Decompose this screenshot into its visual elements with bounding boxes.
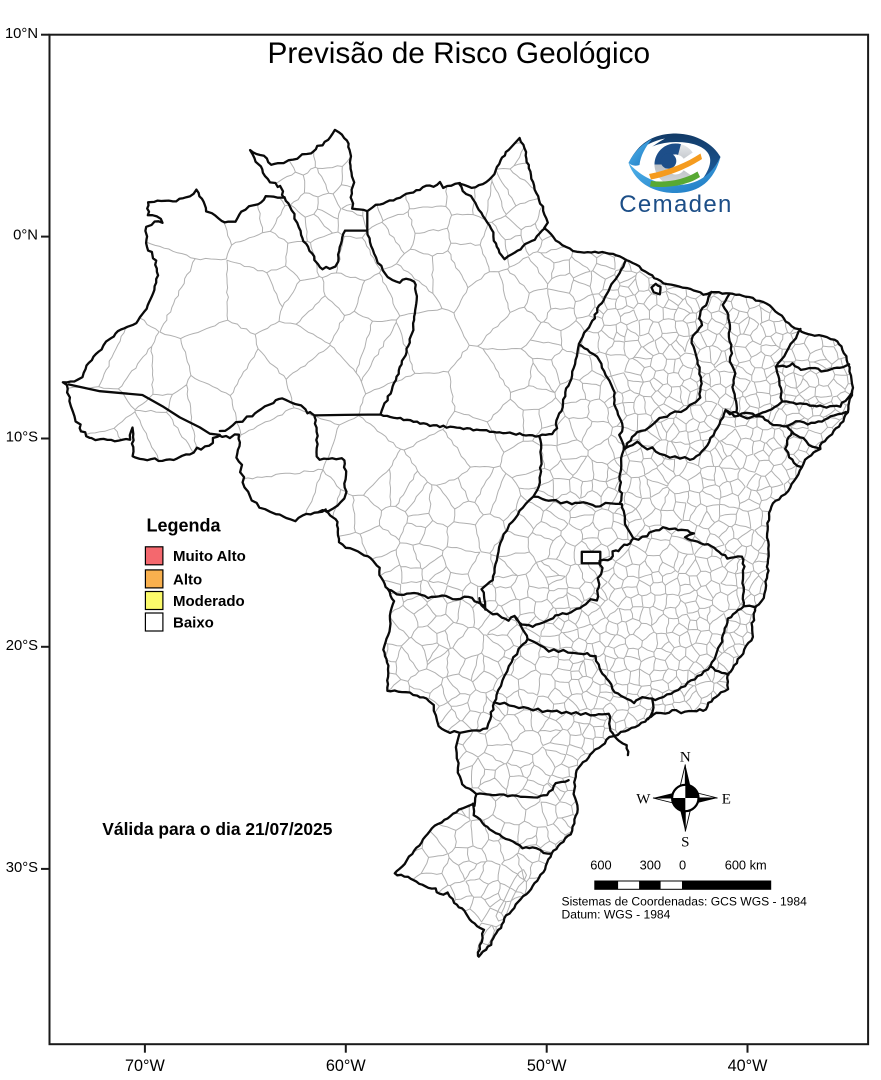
svg-text:Legenda: Legenda xyxy=(147,515,222,535)
svg-text:S: S xyxy=(681,835,689,851)
svg-text:Sistemas de Coordenadas: GCS W: Sistemas de Coordenadas: GCS WGS - 1984 xyxy=(562,895,808,909)
svg-text:0°N: 0°N xyxy=(13,228,38,244)
svg-text:600 km: 600 km xyxy=(725,858,767,873)
svg-text:Muito Alto: Muito Alto xyxy=(173,548,246,565)
svg-text:300: 300 xyxy=(640,858,661,873)
svg-text:Previsão de Risco Geológico: Previsão de Risco Geológico xyxy=(268,37,651,70)
svg-text:0: 0 xyxy=(679,858,686,873)
svg-text:30°S: 30°S xyxy=(6,860,38,876)
svg-text:Válida para o dia 21/07/2025: Válida para o dia 21/07/2025 xyxy=(102,819,332,839)
svg-text:10°N: 10°N xyxy=(5,26,38,42)
svg-text:Cemaden: Cemaden xyxy=(619,191,733,218)
svg-text:Baixo: Baixo xyxy=(173,614,214,631)
svg-text:40°W: 40°W xyxy=(728,1057,768,1075)
svg-text:70°W: 70°W xyxy=(125,1057,165,1075)
svg-text:Datum: WGS - 1984: Datum: WGS - 1984 xyxy=(562,908,671,922)
svg-text:20°S: 20°S xyxy=(6,638,38,654)
svg-text:E: E xyxy=(722,792,731,808)
svg-text:10°S: 10°S xyxy=(6,430,38,446)
svg-text:W: W xyxy=(636,792,651,808)
svg-text:50°W: 50°W xyxy=(527,1057,567,1075)
svg-text:N: N xyxy=(680,750,691,766)
svg-text:Alto: Alto xyxy=(173,571,202,588)
svg-text:Moderado: Moderado xyxy=(173,593,245,610)
svg-text:60°W: 60°W xyxy=(326,1057,366,1075)
svg-text:600: 600 xyxy=(590,858,611,873)
